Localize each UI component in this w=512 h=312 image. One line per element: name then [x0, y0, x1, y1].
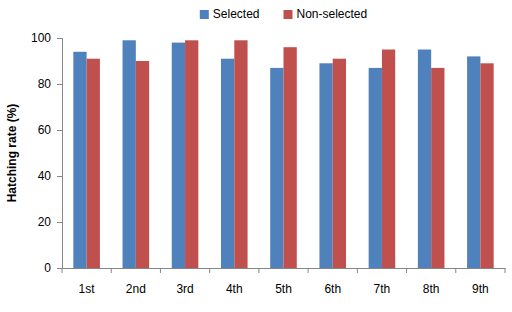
x-separator [357, 268, 358, 273]
y-tick-label: 80 [38, 77, 52, 91]
bar [382, 50, 395, 269]
legend-item: Selected [200, 7, 260, 21]
y-tick: 40 [38, 169, 62, 183]
x-tick-label: 5th [275, 282, 292, 296]
bar [172, 43, 185, 268]
y-axis-title: Hatching rate (%) [5, 104, 19, 203]
x-tick: 3rd [176, 268, 193, 296]
y-tick: 20 [38, 215, 62, 229]
x-tick: 4th [226, 268, 243, 296]
legend-label: Selected [213, 7, 260, 21]
x-tick-label: 3rd [176, 282, 193, 296]
bar [284, 47, 297, 268]
x-tick-label: 6th [324, 282, 341, 296]
y-tick-label: 20 [38, 215, 52, 229]
x-tick: 8th [423, 268, 440, 296]
bar [467, 56, 480, 268]
y-tick-mark [57, 38, 62, 39]
x-tick-label: 2nd [126, 282, 146, 296]
legend-label: Non-selected [296, 7, 367, 21]
x-tick-label: 4th [226, 282, 243, 296]
bar [185, 40, 198, 268]
legend-swatch [200, 10, 209, 19]
bar [87, 59, 100, 268]
y-tick-label: 40 [38, 169, 52, 183]
x-tick: 7th [374, 268, 391, 296]
x-tick: 5th [275, 268, 292, 296]
chart: 0 20 40 60 80 100 1st 2nd 3rd 4th 5th 6th 7th 8th 9th H… [0, 0, 512, 312]
y-tick-label: 100 [31, 31, 51, 45]
x-axis: 1st 2nd 3rd 4th 5th 6th 7th 8th 9th [62, 268, 506, 296]
bar [221, 59, 234, 268]
legend-swatch [283, 10, 292, 19]
bar [480, 63, 493, 268]
legend: Selected Non-selected [200, 7, 367, 21]
y-axis: 0 20 40 60 80 100 [31, 31, 63, 275]
x-separator [209, 268, 210, 273]
x-separator [406, 268, 407, 273]
bars [73, 40, 493, 268]
bar [123, 40, 136, 268]
x-axis-line [63, 268, 506, 269]
x-tick: 6th [324, 268, 341, 296]
y-tick-mark [57, 130, 62, 131]
legend-item: Non-selected [283, 7, 367, 21]
y-tick: 100 [31, 31, 62, 45]
bar [270, 68, 283, 268]
x-tick: 1st [79, 268, 96, 296]
x-separator [308, 268, 309, 273]
y-tick: 80 [38, 77, 62, 91]
x-tick-label: 8th [423, 282, 440, 296]
y-tick-mark [57, 176, 62, 177]
bar [73, 52, 86, 268]
x-separator [62, 268, 63, 273]
x-tick: 2nd [126, 268, 146, 296]
y-tick: 0 [44, 261, 62, 275]
bar [333, 59, 346, 268]
bar [319, 63, 332, 268]
x-separator [111, 268, 112, 273]
y-tick-label: 60 [38, 123, 52, 137]
bar [136, 61, 149, 268]
y-axis-line [57, 39, 63, 269]
y-tick-mark [57, 268, 62, 269]
x-tick: 9th [472, 268, 489, 296]
x-separator [160, 268, 161, 273]
x-tick-label: 1st [79, 282, 96, 296]
y-tick-mark [57, 222, 62, 223]
plot-area: 0 20 40 60 80 100 1st 2nd 3rd 4th 5th 6th 7th 8th 9th [31, 31, 506, 295]
x-separator [455, 268, 456, 273]
x-tick-label: 7th [374, 282, 391, 296]
x-separator [505, 268, 506, 273]
y-tick: 60 [38, 123, 62, 137]
bar [234, 40, 247, 268]
bar [369, 68, 382, 268]
y-tick-mark [57, 84, 62, 85]
bar [418, 50, 431, 269]
x-tick-label: 9th [472, 282, 489, 296]
bar [431, 68, 444, 268]
x-separator [258, 268, 259, 273]
y-tick-label: 0 [44, 261, 51, 275]
